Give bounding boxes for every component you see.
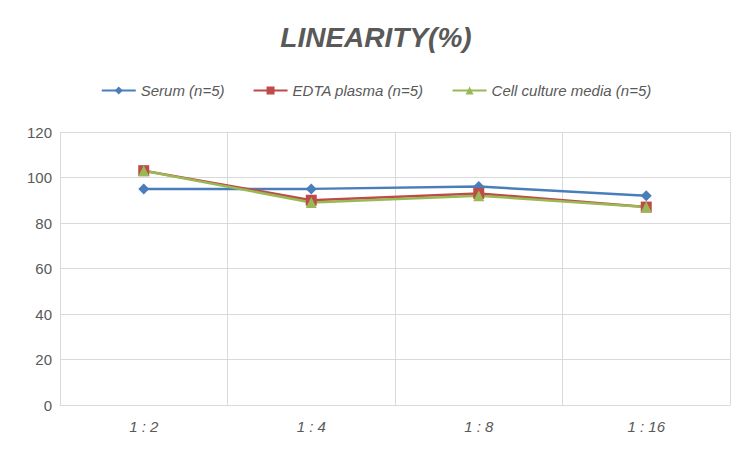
svg-text:20: 20 [35,351,52,368]
svg-text:80: 80 [35,215,52,232]
svg-text:1 : 8: 1 : 8 [464,418,494,435]
svg-text:1 : 2: 1 : 2 [129,418,159,435]
svg-text:EDTA plasma (n=5): EDTA plasma (n=5) [293,82,423,99]
svg-text:120: 120 [27,124,52,141]
svg-text:Serum (n=5): Serum (n=5) [141,82,225,99]
svg-text:1 : 16: 1 : 16 [627,418,665,435]
svg-text:Cell culture media (n=5): Cell culture media (n=5) [492,82,652,99]
svg-text:1 : 4: 1 : 4 [297,418,326,435]
svg-text:40: 40 [35,306,52,323]
svg-text:LINEARITY(%): LINEARITY(%) [280,22,471,53]
svg-text:100: 100 [27,169,52,186]
svg-text:60: 60 [35,260,52,277]
svg-text:0: 0 [44,397,52,414]
